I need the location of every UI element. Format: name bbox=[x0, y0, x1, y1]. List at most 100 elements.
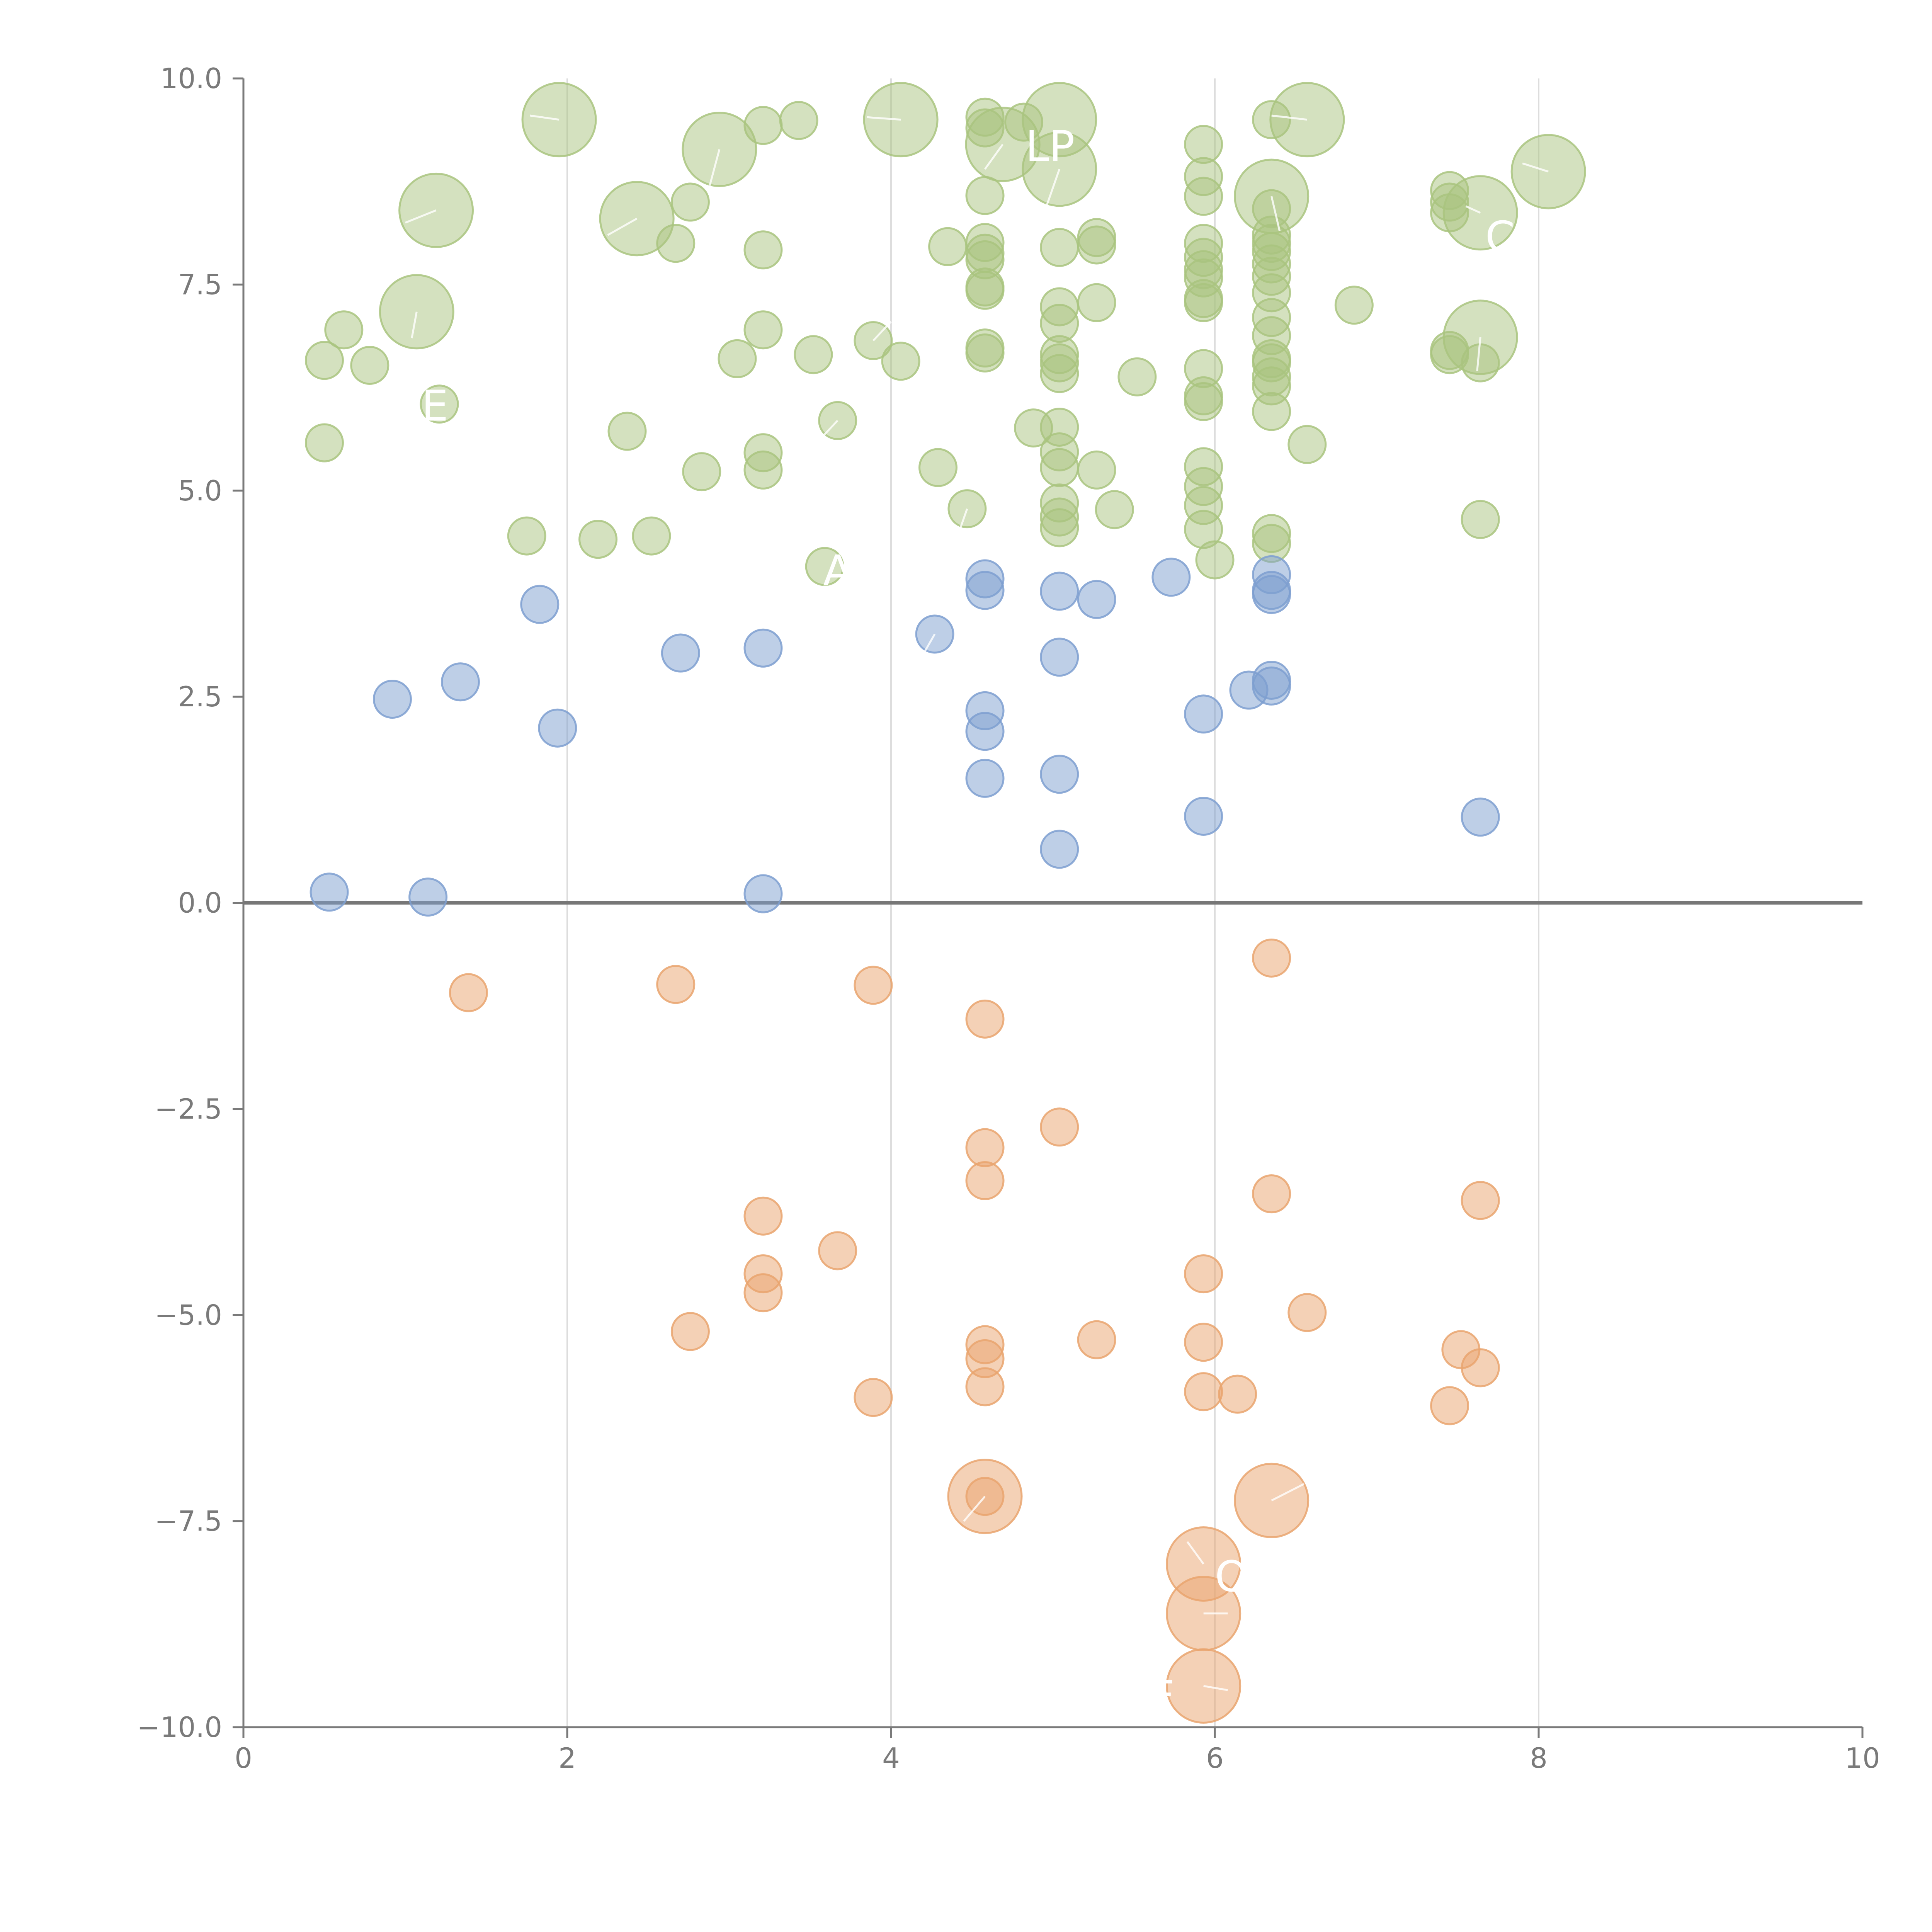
mid-point bbox=[1040, 830, 1079, 869]
high-point bbox=[1184, 382, 1223, 421]
high-point bbox=[305, 341, 344, 380]
annotation-leader bbox=[958, 508, 968, 532]
high-point bbox=[1077, 225, 1116, 265]
y-tick-label: −7.5 bbox=[155, 1505, 222, 1537]
mid-point bbox=[372, 680, 412, 719]
annotation-leader bbox=[872, 321, 892, 342]
annotation-leaders bbox=[405, 114, 1549, 1691]
mid-point bbox=[661, 633, 700, 673]
mid-point bbox=[1229, 670, 1269, 710]
annotation-leader bbox=[866, 116, 901, 121]
high-point bbox=[805, 547, 844, 586]
y-tick-label: 10.0 bbox=[160, 62, 222, 95]
low-point bbox=[1184, 1323, 1223, 1362]
low-point bbox=[1184, 1254, 1223, 1294]
low-point bbox=[1252, 938, 1291, 978]
annotation-label: A bbox=[823, 546, 852, 595]
high-point bbox=[965, 270, 1005, 310]
x-tick-label: 0 bbox=[235, 1742, 252, 1774]
low-point bbox=[1184, 1372, 1223, 1412]
annotation-label: O bbox=[1215, 1552, 1248, 1601]
high-point bbox=[1184, 283, 1223, 322]
low-point bbox=[965, 1161, 1005, 1200]
high-point bbox=[507, 516, 546, 556]
high-point bbox=[1287, 425, 1327, 464]
low-point bbox=[854, 1378, 893, 1417]
x-tick-label: 10 bbox=[1845, 1742, 1880, 1774]
low-point bbox=[670, 1312, 710, 1351]
low-point bbox=[1218, 1374, 1257, 1414]
mid-point bbox=[743, 628, 783, 668]
high-point bbox=[1461, 500, 1500, 539]
low-point bbox=[965, 1128, 1005, 1167]
high-point bbox=[928, 227, 968, 266]
low-point bbox=[743, 1196, 783, 1236]
high-point bbox=[1040, 228, 1079, 267]
annotation-leader bbox=[1186, 1541, 1204, 1565]
data-points bbox=[305, 82, 1586, 1724]
high-point bbox=[305, 423, 344, 463]
annotation-leader bbox=[607, 218, 638, 236]
high-point bbox=[743, 230, 783, 270]
low-point bbox=[656, 965, 696, 1004]
annotation-leader bbox=[1271, 1483, 1304, 1502]
low-point bbox=[854, 966, 893, 1005]
mid-point bbox=[440, 662, 480, 702]
high-point bbox=[965, 176, 1005, 215]
high-point bbox=[670, 182, 710, 222]
high-point bbox=[1117, 357, 1157, 396]
mid-point bbox=[965, 712, 1005, 751]
mid-point bbox=[1461, 798, 1500, 837]
mid-point bbox=[1184, 694, 1223, 734]
x-tick-label: 6 bbox=[1206, 1742, 1224, 1774]
high-point bbox=[881, 342, 920, 381]
mid-point bbox=[1077, 580, 1116, 619]
annotation-label: F bbox=[1150, 1671, 1174, 1721]
x-tick-label: 8 bbox=[1530, 1742, 1548, 1774]
y-tick-label: −5.0 bbox=[155, 1299, 222, 1331]
mid-point bbox=[1252, 575, 1291, 614]
high-point bbox=[1334, 286, 1374, 325]
low-point bbox=[965, 1367, 1005, 1406]
annotation-leader bbox=[411, 311, 418, 338]
mid-point bbox=[965, 759, 1005, 798]
annotation-label: E bbox=[422, 381, 449, 430]
low-point bbox=[1287, 1293, 1327, 1332]
annotation-leader bbox=[922, 633, 936, 655]
low-point bbox=[965, 999, 1005, 1039]
low-point bbox=[1077, 1320, 1116, 1359]
annotation-leader bbox=[963, 1495, 986, 1522]
mid-point bbox=[1040, 571, 1079, 611]
low-point bbox=[1430, 1386, 1469, 1425]
high-point bbox=[578, 520, 618, 559]
annotation-leader bbox=[709, 149, 721, 186]
high-point bbox=[1195, 540, 1235, 580]
annotation-label: S bbox=[891, 1515, 918, 1564]
high-point bbox=[1040, 354, 1079, 393]
low-point bbox=[818, 1231, 857, 1270]
y-tick-label: 5.0 bbox=[178, 474, 222, 507]
high-point bbox=[607, 412, 647, 451]
annotation-leader bbox=[405, 209, 437, 224]
annotation-leader bbox=[1270, 196, 1281, 231]
high-point bbox=[1040, 508, 1079, 548]
annotation-leader bbox=[984, 144, 1004, 170]
annotation-leader bbox=[530, 114, 560, 121]
high-point bbox=[779, 101, 818, 140]
annotation-label: LP bbox=[1026, 121, 1075, 171]
high-point bbox=[794, 335, 833, 374]
y-tick-label: 0.0 bbox=[178, 887, 222, 919]
mid-point bbox=[538, 708, 577, 748]
high-point bbox=[1252, 392, 1291, 431]
x-tick-label: 2 bbox=[558, 1742, 576, 1774]
y-tick-label: 2.5 bbox=[178, 680, 222, 713]
y-tick-label: −2.5 bbox=[155, 1093, 222, 1125]
annotation-leader bbox=[1203, 1685, 1228, 1691]
high-point bbox=[1077, 450, 1116, 490]
high-point bbox=[420, 384, 459, 424]
high-point bbox=[1077, 283, 1116, 322]
high-point bbox=[350, 345, 389, 385]
low-point bbox=[1252, 1174, 1291, 1214]
y-tick-label: 7.5 bbox=[178, 268, 222, 301]
